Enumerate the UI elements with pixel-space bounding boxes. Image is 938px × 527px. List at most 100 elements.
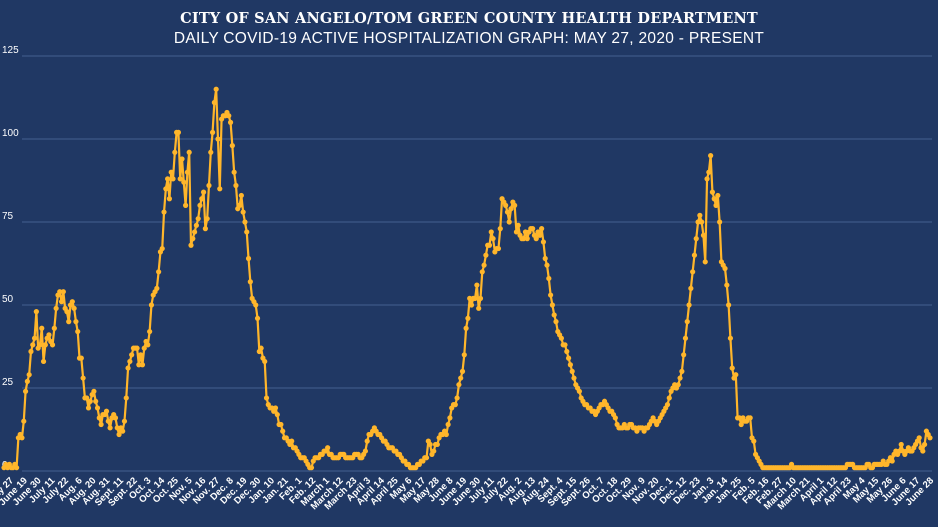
data-point xyxy=(700,232,707,238)
data-point xyxy=(477,295,484,301)
data-point xyxy=(483,252,489,258)
data-point xyxy=(459,368,466,374)
data-point xyxy=(114,425,120,431)
data-point xyxy=(240,209,246,215)
data-point xyxy=(706,169,712,175)
data-point xyxy=(254,315,261,321)
data-point xyxy=(362,448,369,454)
data-point xyxy=(215,136,221,142)
data-point xyxy=(280,428,286,434)
data-point xyxy=(565,355,572,361)
data-point xyxy=(206,182,212,189)
data-point xyxy=(211,99,217,106)
data-point xyxy=(91,388,97,394)
data-point xyxy=(175,129,182,135)
data-point xyxy=(112,415,119,421)
data-point xyxy=(522,229,529,235)
data-point xyxy=(691,252,698,258)
data-point xyxy=(488,229,494,235)
data-point xyxy=(172,149,178,155)
data-point xyxy=(116,431,122,438)
data-point xyxy=(129,352,135,358)
data-point xyxy=(199,196,205,202)
data-point xyxy=(93,398,99,404)
data-point xyxy=(66,319,72,325)
data-point xyxy=(58,299,65,305)
y-tick-label: 100 xyxy=(2,128,19,139)
data-point xyxy=(666,395,672,401)
data-point xyxy=(229,143,235,149)
data-point xyxy=(682,335,689,341)
data-point xyxy=(181,179,187,185)
data-point xyxy=(544,262,550,268)
data-point xyxy=(512,202,518,208)
data-point xyxy=(539,226,545,232)
data-point xyxy=(916,435,922,441)
data-point xyxy=(564,348,570,355)
data-point xyxy=(445,421,451,428)
data-point xyxy=(42,342,48,348)
data-point xyxy=(454,395,460,401)
data-point xyxy=(209,129,216,135)
data-point xyxy=(24,378,30,384)
data-point xyxy=(226,113,232,119)
data-point xyxy=(465,315,471,321)
data-point xyxy=(679,368,685,374)
data-point xyxy=(447,415,453,421)
y-tick-label: 125 xyxy=(2,45,19,56)
data-point xyxy=(562,342,568,348)
data-point xyxy=(238,192,244,199)
data-point xyxy=(463,325,469,331)
data-point xyxy=(423,455,430,461)
data-point xyxy=(434,441,440,448)
data-point xyxy=(521,236,527,242)
data-point xyxy=(537,232,543,238)
data-point xyxy=(262,358,268,365)
data-point xyxy=(195,216,201,222)
data-point xyxy=(664,402,671,408)
data-point xyxy=(927,435,933,441)
data-point xyxy=(677,375,683,381)
data-point xyxy=(40,358,47,365)
data-point xyxy=(179,156,185,162)
data-point xyxy=(165,176,171,182)
data-point xyxy=(103,408,110,414)
data-point xyxy=(495,245,502,252)
data-point xyxy=(184,169,191,175)
data-point xyxy=(121,418,128,424)
data-point xyxy=(325,445,331,451)
data-point xyxy=(183,202,189,208)
data-point xyxy=(168,169,174,175)
data-point xyxy=(53,305,59,311)
data-point xyxy=(30,342,36,348)
series-line xyxy=(3,88,931,469)
data-point xyxy=(120,428,126,434)
data-point xyxy=(245,255,252,262)
data-point xyxy=(474,282,480,288)
data-point xyxy=(513,229,520,235)
data-point xyxy=(697,212,703,218)
data-point xyxy=(751,438,757,444)
y-tick-label: 75 xyxy=(2,211,14,222)
data-point xyxy=(253,302,259,308)
data-point xyxy=(31,335,38,341)
data-point xyxy=(508,206,514,212)
data-point xyxy=(191,229,198,235)
data-point xyxy=(889,458,895,464)
data-point xyxy=(197,202,203,208)
data-point xyxy=(39,325,45,331)
data-point xyxy=(28,348,34,355)
data-point xyxy=(686,302,692,308)
data-point xyxy=(134,345,140,351)
data-point xyxy=(159,245,165,252)
data-point xyxy=(524,236,530,242)
data-point xyxy=(107,425,113,431)
data-point xyxy=(202,226,208,232)
data-point xyxy=(127,358,133,365)
data-point xyxy=(717,219,723,225)
data-point xyxy=(549,302,556,308)
data-point xyxy=(553,319,559,325)
data-point xyxy=(456,382,462,388)
data-point xyxy=(533,236,539,242)
